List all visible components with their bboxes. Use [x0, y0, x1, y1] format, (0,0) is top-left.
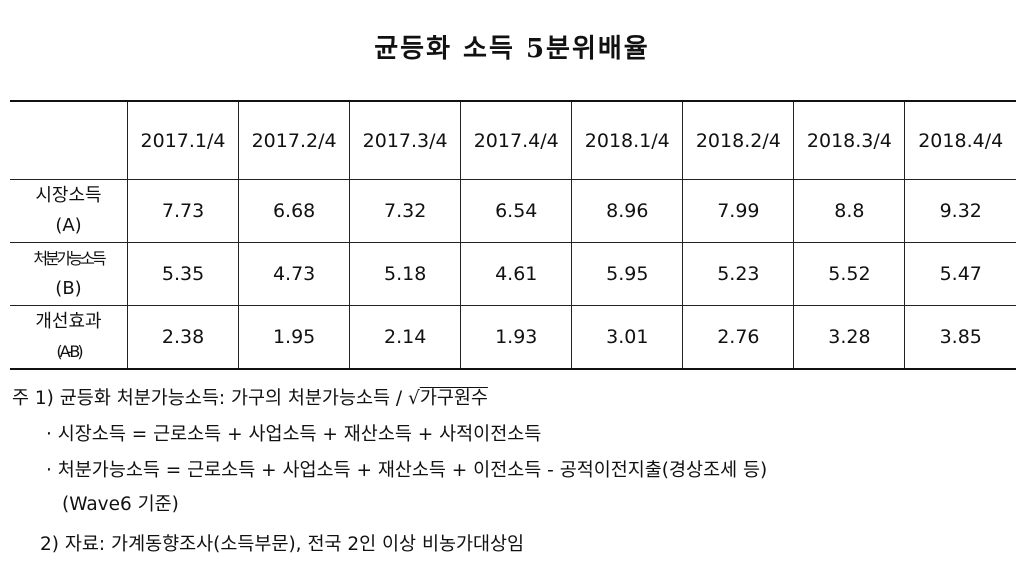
header-row: 2017.1/4 2017.2/4 2017.3/4 2017.4/4 2018.1/4…: [10, 100, 1016, 180]
row-label-cell: 처분가능소득 (B): [10, 242, 128, 306]
row-label-cell: 개선효과 (A-B): [10, 305, 128, 370]
note-line: 주 1) 균등화 처분가능소득: 가구의 처분가능소득 / √가구원수: [12, 384, 488, 410]
row-label: 개선효과: [35, 311, 102, 332]
row-label: (A-B): [56, 342, 83, 361]
value-cell: 5.23: [682, 242, 794, 306]
row-label: (B): [55, 278, 82, 299]
note-bullet: · 처분가능소득 = 근로소득 + 사업소득 + 재산소득 + 이전소득 - 공…: [46, 460, 768, 481]
value-cell: 1.95: [238, 305, 350, 370]
note-line: 2) 자료: 가계동향조사(소득부문), 전국 2인 이상 비농가대상임: [40, 530, 524, 556]
note-text: 자료: 가계동향조사(소득부문), 전국 2인 이상 비농가대상임: [64, 534, 525, 555]
value-cell: 2.14: [349, 305, 461, 370]
value-cell: 5.47: [904, 242, 1016, 306]
value-cell: 2.76: [682, 305, 794, 370]
value-cell: 5.52: [793, 242, 905, 306]
header-cell: 2017.3/4: [349, 100, 461, 180]
note-bullet: · 시장소득 = 근로소득 + 사업소득 + 재산소득 + 사적이전소득: [46, 424, 542, 445]
value-cell: 1.93: [460, 305, 572, 370]
value-cell: 3.28: [793, 305, 905, 370]
table-row: 개선효과 (A-B) 2.38 1.95 2.14 1.93 3.01 2.76 3.28 3.8…: [10, 305, 1016, 370]
value-cell: 3.01: [571, 305, 683, 370]
header-cell: 2018.4/4: [904, 100, 1016, 180]
value-cell: 9.32: [904, 179, 1016, 243]
data-table: 2017.1/4 2017.2/4 2017.3/4 2017.4/4 2018.1/4…: [10, 100, 1016, 370]
value-cell: 7.99: [682, 179, 794, 243]
table-row: 시장소득 (A) 7.73 6.68 7.32 6.54 8.96 7.99 8.8 9.32: [10, 179, 1016, 243]
row-label: (A): [55, 215, 82, 236]
value-cell: 7.73: [126, 179, 239, 243]
value-cell: 8.96: [571, 179, 683, 243]
header-cell: [10, 100, 128, 180]
value-cell: 2.38: [126, 305, 239, 370]
note-marker: 2): [40, 534, 59, 555]
row-label: 시장소득: [35, 185, 102, 206]
value-cell: 5.95: [571, 242, 683, 306]
header-cell: 2018.2/4: [682, 100, 794, 180]
value-cell: 3.85: [904, 305, 1016, 370]
value-cell: 4.61: [460, 242, 572, 306]
value-cell: 4.73: [238, 242, 350, 306]
radicand: 가구원수: [419, 388, 488, 409]
row-label-cell: 시장소득 (A): [10, 179, 128, 243]
value-cell: 7.32: [349, 179, 461, 243]
header-cell: 2017.4/4: [460, 100, 572, 180]
title: 균등화 소득 5분위배율: [374, 34, 650, 64]
note-continuation: (Wave6 기준): [62, 494, 179, 515]
root-sign: √: [408, 388, 420, 409]
header-cell: 2017.1/4: [126, 100, 239, 180]
note-text: 균등화 처분가능소득: 가구의 처분가능소득 /: [59, 388, 403, 409]
row-label: 처분가능소득: [33, 249, 106, 268]
header-cell: 2018.3/4: [793, 100, 905, 180]
header-cell: 2018.1/4: [571, 100, 683, 180]
value-cell: 5.35: [126, 242, 239, 306]
note-marker: 주 1): [12, 388, 54, 409]
table-row: 처분가능소득 (B) 5.35 4.73 5.18 4.61 5.95 5.23 5.52 5.4…: [10, 242, 1016, 306]
value-cell: 6.68: [238, 179, 350, 243]
header-cell: 2017.2/4: [238, 100, 350, 180]
value-cell: 5.18: [349, 242, 461, 306]
value-cell: 6.54: [460, 179, 572, 243]
value-cell: 8.8: [793, 179, 905, 243]
